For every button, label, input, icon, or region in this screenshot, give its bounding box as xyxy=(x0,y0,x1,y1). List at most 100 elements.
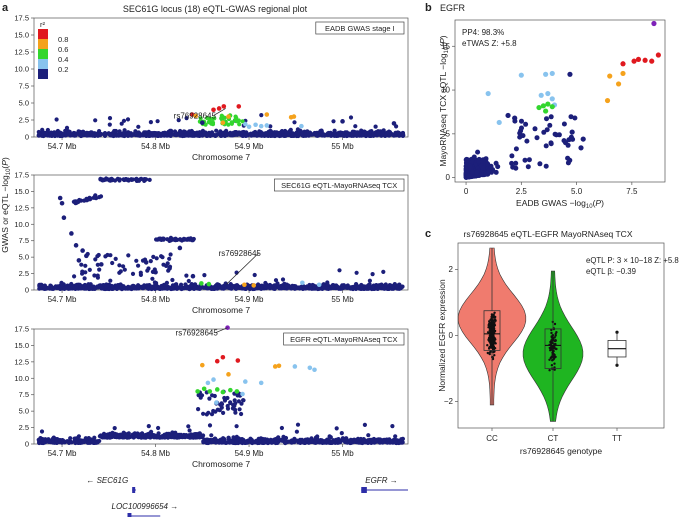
snp-point xyxy=(176,132,181,137)
snp-point xyxy=(509,153,515,159)
ld-point xyxy=(210,116,215,121)
ld-point xyxy=(220,389,226,395)
ld-point xyxy=(59,200,65,206)
ld-point xyxy=(567,71,573,77)
snp-point xyxy=(197,431,202,436)
snp-point xyxy=(195,130,200,135)
ld-point xyxy=(549,96,555,102)
snp-point xyxy=(170,283,175,288)
snp-point xyxy=(375,286,380,291)
ld-point xyxy=(84,253,89,259)
snp-point xyxy=(178,285,183,290)
snp-point xyxy=(104,433,109,438)
snp-point xyxy=(71,199,76,204)
snp-point xyxy=(83,270,88,275)
y-tick-label: 10.0 xyxy=(14,65,29,74)
snp-point xyxy=(105,252,110,258)
snp-point xyxy=(230,440,235,445)
snp-point xyxy=(273,278,279,283)
snp-point xyxy=(361,438,366,443)
snp-point xyxy=(570,136,576,142)
ld-point xyxy=(214,358,220,364)
snp-point xyxy=(202,131,207,137)
snp-point xyxy=(148,259,153,264)
regional-title: SEC61G locus (18) eQTL-GWAS regional plo… xyxy=(123,4,308,14)
snp-point xyxy=(219,401,224,406)
snp-point xyxy=(236,132,241,137)
snp-point xyxy=(49,286,55,291)
sample-point xyxy=(490,318,494,322)
ld-point xyxy=(258,123,264,129)
snp-point xyxy=(548,114,554,120)
snp-point xyxy=(241,398,246,403)
snp-point xyxy=(59,280,64,285)
background-points xyxy=(36,113,406,139)
snp-point xyxy=(238,440,243,445)
snp-point xyxy=(45,285,50,291)
snp-point xyxy=(519,125,524,131)
snp-point xyxy=(134,258,139,263)
snp-point xyxy=(146,433,151,439)
snp-point xyxy=(308,285,313,290)
snp-point xyxy=(107,122,112,127)
snp-point xyxy=(233,410,238,415)
sample-point xyxy=(553,362,556,365)
violin-plot: −2 0 2 CC CT TT rs76928645 genotype Normalized … xyxy=(437,242,679,456)
snp-point xyxy=(72,274,77,279)
snp-point xyxy=(126,435,131,440)
ld-point xyxy=(543,71,549,77)
snp-point xyxy=(234,440,239,445)
sample-point xyxy=(491,341,495,344)
ld-point xyxy=(190,273,196,279)
sample-point xyxy=(488,351,492,354)
snp-point xyxy=(130,271,136,276)
snp-point xyxy=(84,133,89,138)
sample-point xyxy=(488,324,491,327)
sample-point xyxy=(491,325,494,328)
snp-point xyxy=(58,130,63,135)
snp-point xyxy=(182,237,187,242)
snp-point xyxy=(266,439,271,444)
snp-point xyxy=(110,260,115,266)
sample-point xyxy=(491,327,495,331)
box-ct xyxy=(544,328,562,369)
snp-point xyxy=(97,267,102,272)
ld-point xyxy=(61,215,67,221)
snp-point xyxy=(225,395,230,401)
ld-point xyxy=(220,120,226,126)
ld-point xyxy=(177,245,183,251)
gene-label: ← SEC61G xyxy=(86,476,128,485)
snp-point xyxy=(156,431,161,436)
snp-point xyxy=(95,273,100,278)
pp4-annotation: PP4: 98.3% xyxy=(462,28,504,37)
ld-point xyxy=(540,103,547,109)
snp-point xyxy=(387,133,392,138)
snp-point xyxy=(98,132,103,137)
ld-point xyxy=(299,123,304,129)
snp-point xyxy=(284,129,289,135)
snp-point xyxy=(150,276,155,281)
box-cc xyxy=(483,310,501,351)
ld-point xyxy=(545,101,551,107)
snp-point xyxy=(125,117,131,122)
snp-point xyxy=(225,406,231,411)
snp-point xyxy=(146,133,151,138)
snp-point xyxy=(467,163,473,169)
snp-point xyxy=(188,132,194,137)
snp-point xyxy=(66,130,71,136)
ld-point xyxy=(80,248,85,253)
x-tick-label: 0 xyxy=(464,187,469,196)
ld-point xyxy=(291,114,297,119)
snp-point xyxy=(356,440,361,445)
snp-point xyxy=(130,132,135,137)
ld-point xyxy=(635,56,642,63)
snp-point xyxy=(346,132,351,137)
snp-point xyxy=(283,440,288,446)
sample-point xyxy=(492,322,496,325)
ld-point xyxy=(201,386,207,392)
ld-point xyxy=(221,104,227,109)
snp-point xyxy=(88,130,94,135)
snp-point xyxy=(289,439,294,444)
regional-y-axis-label: GWAS or eQTL −log10(P) xyxy=(0,157,12,253)
sample-point xyxy=(554,334,557,337)
